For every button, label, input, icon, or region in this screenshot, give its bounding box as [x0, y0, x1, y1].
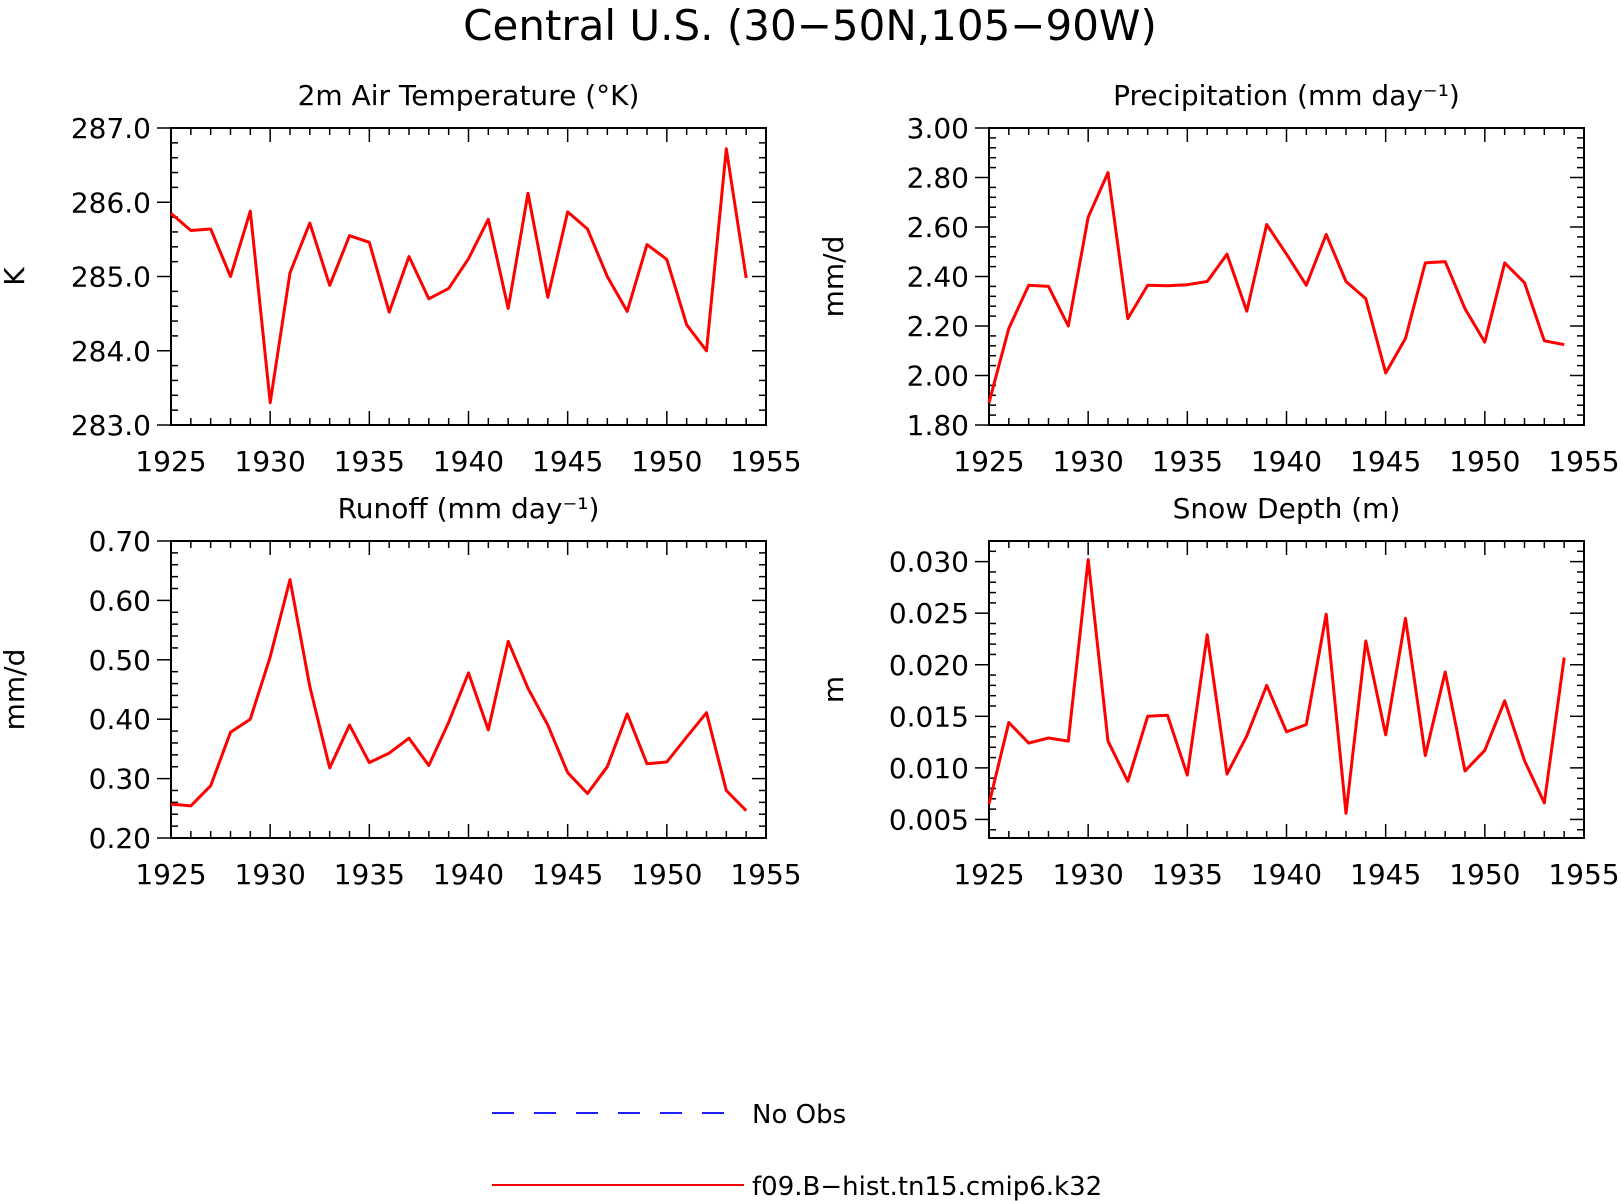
x-tick-label: 1945 [532, 445, 603, 478]
figure-title: Central U.S. (30−50N,105−90W) [463, 1, 1157, 50]
y-tick-label: 0.005 [889, 803, 969, 836]
series-line [987, 171, 1565, 404]
x-tick-label: 1925 [953, 445, 1024, 478]
chart-panel-3: 1925 1930 1935 1940 1945 1950 1955 0.20 0.30 0.40… [0, 492, 802, 891]
x-tick-label: 1930 [235, 858, 306, 891]
panel-title: Precipitation (mm day⁻¹) [1113, 79, 1460, 112]
y-axis-label: mm/d [817, 236, 850, 318]
plot-frame [988, 540, 1585, 839]
y-tick-label: 286.0 [71, 186, 151, 219]
y-tick-label: 0.40 [89, 703, 151, 736]
x-tick-label: 1955 [1548, 858, 1619, 891]
y-axis-label: mm/d [0, 649, 31, 731]
panel-title: Snow Depth (m) [1173, 492, 1401, 525]
x-tick-label: 1940 [1251, 445, 1322, 478]
x-tick-label: 1925 [135, 445, 206, 478]
y-tick-label: 0.030 [889, 546, 969, 579]
y-tick-label: 0.020 [889, 649, 969, 682]
x-tick-label: 1950 [631, 445, 702, 478]
y-tick-label: 2.00 [907, 360, 969, 393]
x-tick-label: 1930 [1053, 858, 1124, 891]
chart-panels: 1925 1930 1935 1940 1945 1950 1955 283.0 284.0 28… [0, 79, 1620, 891]
y-tick-label: 2.20 [907, 310, 969, 343]
legend: No Obs f09.B−hist.tn15.cmip6.k32 [492, 1100, 1102, 1201]
x-tick-label: 1950 [631, 858, 702, 891]
x-tick-label: 1935 [334, 445, 405, 478]
plot-frame [170, 127, 767, 426]
x-tick-label: 1950 [1449, 445, 1520, 478]
y-tick-label: 3.00 [907, 112, 969, 145]
x-tick-label: 1940 [433, 858, 504, 891]
x-tick-label: 1935 [1152, 445, 1223, 478]
y-tick-label: 0.025 [889, 597, 969, 630]
x-tick-label: 1930 [235, 445, 306, 478]
series-line [170, 578, 748, 812]
y-tick-label: 0.010 [889, 752, 969, 785]
x-tick-label: 1955 [1548, 445, 1619, 478]
y-tick-label: 283.0 [71, 409, 151, 442]
x-tick-label: 1945 [532, 858, 603, 891]
x-tick-label: 1945 [1350, 858, 1421, 891]
legend-label-no-obs: No Obs [752, 1100, 846, 1130]
x-tick-label: 1945 [1350, 445, 1421, 478]
y-tick-label: 0.015 [889, 700, 969, 733]
y-tick-label: 1.80 [907, 409, 969, 442]
panel-title: 2m Air Temperature (°K) [298, 79, 640, 112]
y-axis-label: m [817, 676, 850, 703]
y-tick-label: 2.60 [907, 211, 969, 244]
chart-panel-4: 1925 1930 1935 1940 1945 1950 1955 0.005 0.010 0.… [817, 492, 1620, 891]
x-tick-label: 1925 [135, 858, 206, 891]
series-line [170, 147, 748, 405]
y-tick-label: 2.80 [907, 162, 969, 195]
y-tick-label: 0.60 [89, 584, 151, 617]
chart-panel-1: 1925 1930 1935 1940 1945 1950 1955 283.0 284.0 28… [0, 79, 802, 478]
panel-title: Runoff (mm day⁻¹) [338, 492, 600, 525]
x-tick-label: 1930 [1053, 445, 1124, 478]
y-tick-label: 284.0 [71, 335, 151, 368]
x-tick-label: 1935 [1152, 858, 1223, 891]
y-tick-label: 0.70 [89, 525, 151, 558]
y-tick-label: 2.40 [907, 261, 969, 294]
x-tick-label: 1955 [730, 445, 801, 478]
chart-panel-2: 1925 1930 1935 1940 1945 1950 1955 1.80 2.00 2.20… [817, 79, 1620, 478]
x-tick-label: 1940 [433, 445, 504, 478]
x-tick-label: 1950 [1449, 858, 1520, 891]
x-tick-label: 1955 [730, 858, 801, 891]
y-tick-label: 287.0 [71, 112, 151, 145]
legend-label-model: f09.B−hist.tn15.cmip6.k32 [752, 1172, 1102, 1201]
y-tick-label: 0.30 [89, 763, 151, 796]
y-tick-label: 285.0 [71, 261, 151, 294]
y-axis-label: K [0, 267, 31, 286]
y-tick-label: 0.50 [89, 644, 151, 677]
series-line [987, 558, 1566, 815]
x-tick-label: 1925 [953, 858, 1024, 891]
x-tick-label: 1935 [334, 858, 405, 891]
x-tick-label: 1940 [1251, 858, 1322, 891]
y-tick-label: 0.20 [89, 822, 151, 855]
